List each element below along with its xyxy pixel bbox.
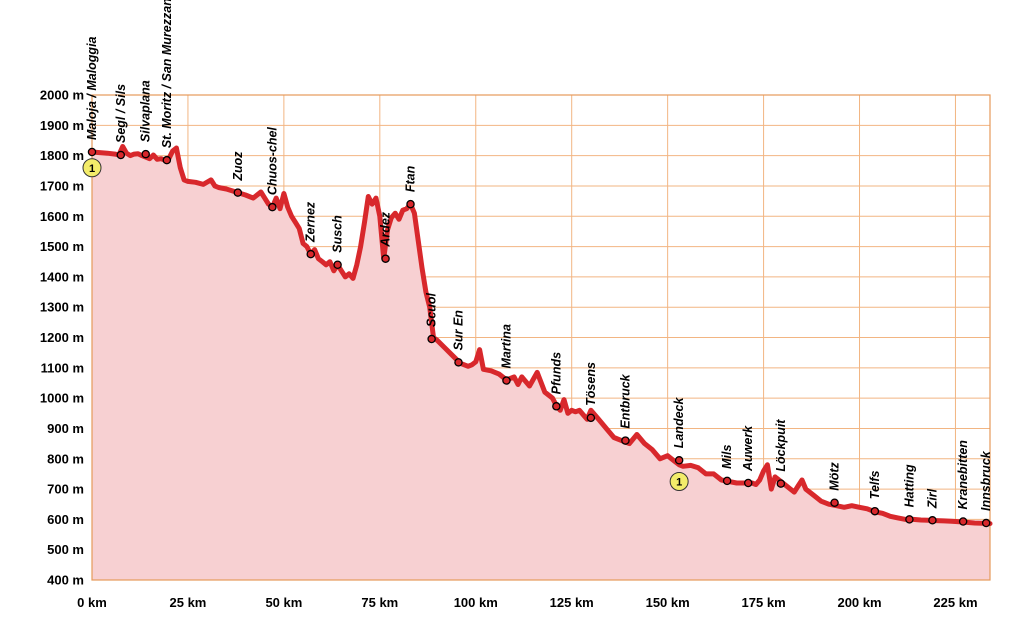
- town-label: Silvaplana: [139, 80, 153, 142]
- x-tick-label: 0 km: [77, 595, 107, 610]
- town-markers: [87, 147, 991, 528]
- town-label: Telfs: [868, 470, 882, 499]
- y-tick-label: 1400 m: [40, 269, 84, 284]
- x-axis-tick-labels: 0 km 25 km 50 km 75 km 100 km 125 km 150 km 175…: [77, 595, 977, 610]
- town-marker: [306, 249, 315, 259]
- town-marker: [958, 517, 968, 526]
- town-marker: [87, 147, 97, 157]
- town-marker: [333, 260, 342, 269]
- town-marker: [233, 188, 243, 197]
- town-label: Susch: [331, 215, 345, 253]
- y-tick-label: 1000 m: [40, 391, 84, 406]
- town-marker: [674, 456, 684, 465]
- town-marker: [586, 413, 596, 423]
- y-tick-label: 700 m: [47, 482, 84, 497]
- town-marker: [454, 358, 463, 367]
- x-tick-label: 125 km: [550, 595, 594, 610]
- plot-frame: [91, 94, 991, 581]
- elevation-area-fill: [92, 146, 990, 580]
- x-tick-label: 50 km: [265, 595, 302, 610]
- town-marker: [162, 155, 172, 165]
- town-marker: [928, 516, 937, 525]
- y-tick-label: 2000 m: [40, 88, 84, 103]
- elevation-line: [89, 144, 993, 527]
- town-marker: [406, 199, 415, 209]
- stage-badge: [82, 158, 102, 178]
- y-tick-label: 400 m: [47, 573, 84, 588]
- town-label: Maloja / Maloggia: [85, 36, 99, 140]
- town-label: St. Moritz / San Murezzan: [160, 0, 174, 148]
- town-label: Landeck: [672, 397, 686, 449]
- town-label: Entbruck: [618, 373, 632, 428]
- town-label: Auwerk: [741, 425, 755, 472]
- town-label: Tösens: [584, 362, 598, 406]
- town-label: Martina: [499, 324, 513, 369]
- town-label: Innsbruck: [979, 450, 993, 511]
- y-tick-label: 1100 m: [41, 360, 84, 375]
- y-tick-label: 1300 m: [40, 300, 84, 315]
- town-marker: [981, 518, 991, 528]
- town-label: Segl / Sils: [114, 84, 128, 143]
- town-marker: [870, 506, 880, 516]
- stage-badge-label: 1: [89, 163, 95, 175]
- town-marker: [141, 149, 150, 159]
- y-tick-label: 1200 m: [40, 330, 84, 345]
- town-label: Chuos-chel: [265, 127, 279, 196]
- town-label: Hatting: [902, 464, 916, 507]
- town-marker: [116, 150, 126, 160]
- town-label: Zuoz: [231, 151, 245, 182]
- x-tick-label: 225 km: [933, 595, 977, 610]
- town-marker: [776, 479, 786, 488]
- town-labels: Maloja / Maloggia Segl / Sils Silvaplana St…: [85, 0, 993, 511]
- town-marker: [621, 436, 630, 445]
- stage-badge-label: 1: [676, 476, 682, 488]
- town-marker: [381, 254, 390, 263]
- stage-badge: [669, 471, 689, 491]
- y-tick-label: 900 m: [47, 421, 84, 436]
- town-label: Ftan: [404, 165, 418, 192]
- town-label: Pfunds: [549, 352, 563, 394]
- x-tick-label: 150 km: [646, 595, 690, 610]
- town-label: Kranebitten: [956, 440, 970, 510]
- town-label: Zirl: [925, 488, 939, 509]
- y-tick-label: 1500 m: [40, 239, 84, 254]
- x-tick-label: 100 km: [454, 595, 498, 610]
- town-label: Sur En: [451, 310, 465, 351]
- y-tick-label: 1900 m: [40, 118, 84, 133]
- y-tick-label: 800 m: [47, 451, 84, 466]
- x-tick-label: 75 km: [361, 595, 398, 610]
- town-label: Ardez: [379, 211, 393, 247]
- y-tick-label: 1600 m: [40, 209, 84, 224]
- town-marker: [427, 334, 436, 344]
- stage-badges: 11: [82, 158, 689, 491]
- y-tick-label: 1800 m: [40, 148, 84, 163]
- y-tick-label: 1700 m: [40, 178, 84, 193]
- town-label: Scuol: [425, 292, 439, 327]
- town-label: Mils: [720, 445, 734, 469]
- town-label: Löckpuit: [774, 419, 788, 472]
- town-label: Mötz: [828, 461, 842, 490]
- town-marker: [830, 498, 839, 507]
- town-marker: [722, 476, 732, 486]
- town-marker: [743, 478, 753, 488]
- town-marker: [502, 376, 511, 385]
- x-tick-label: 175 km: [742, 595, 786, 610]
- town-marker: [552, 402, 561, 411]
- town-marker: [268, 202, 277, 212]
- y-tick-label: 600 m: [47, 512, 84, 527]
- town-marker: [905, 515, 914, 524]
- y-tick-label: 500 m: [47, 542, 84, 557]
- town-label: Zernez: [304, 201, 318, 243]
- x-tick-label: 200 km: [837, 595, 881, 610]
- x-tick-label: 25 km: [170, 595, 207, 610]
- y-axis-tick-labels: 400 m 500 m 600 m 700 m 800 m 900 m 1000 m 1100…: [40, 88, 84, 588]
